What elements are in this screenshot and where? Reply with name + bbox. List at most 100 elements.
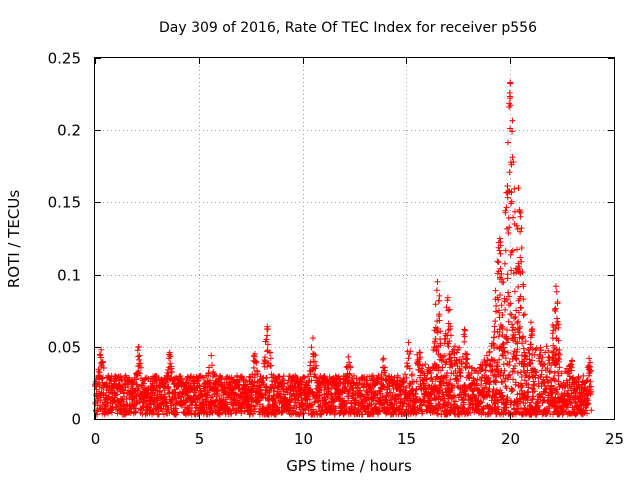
data-point [541,388,548,395]
data-point [486,348,493,355]
data-point [310,351,317,358]
data-point [478,399,485,406]
data-point [531,351,538,358]
data-point [518,225,525,232]
data-point [494,359,501,366]
data-point [432,301,439,308]
data-point [264,332,271,339]
data-point [551,306,558,313]
data-point [553,288,560,295]
data-point [313,362,320,369]
data-point [275,374,282,381]
data-point [497,239,504,245]
data-point [508,267,515,274]
data-point [122,384,129,391]
data-point [528,341,534,348]
data-point [584,410,591,417]
data-point [512,331,519,338]
data-point [483,352,490,359]
data-point [555,372,562,379]
data-point [515,185,522,191]
data-point [506,169,513,176]
data-point [512,314,519,320]
data-point [413,378,420,385]
data-point [496,314,503,321]
data-point [512,363,518,369]
data-point [568,357,575,364]
data-point [518,245,525,251]
data-point [403,384,410,391]
data-point [447,376,454,383]
data-point [511,315,518,322]
data-point [448,332,454,339]
data-point [502,375,509,382]
data-point [504,194,511,201]
data-point [461,333,468,340]
data-point [500,351,506,358]
data-point [140,403,147,410]
data-point [252,372,259,378]
data-point [447,323,454,330]
data-point [510,159,517,165]
data-point [531,381,538,388]
data-point [500,279,507,286]
data-point [137,364,144,371]
data-point [507,300,514,307]
data-point [167,353,174,360]
data-point [282,394,289,401]
data-point [554,300,561,307]
data-point [507,79,514,86]
data-point [195,377,202,384]
data-point [496,235,503,242]
data-point [412,390,419,397]
data-point [310,335,316,342]
data-point [229,406,236,413]
data-point [130,380,137,387]
data-point [514,320,521,326]
data-point [321,373,328,379]
data-point [439,364,446,371]
data-point [522,338,529,345]
data-point [486,381,493,388]
data-point [533,345,540,352]
data-point [134,347,141,354]
data-point [251,379,258,386]
data-point [349,376,356,382]
data-point [445,380,452,387]
data-point [500,372,507,378]
data-point [524,389,531,396]
data-point [496,307,502,314]
data-point [448,351,454,358]
data-point [509,154,516,161]
data-point [493,379,499,386]
data-point [447,410,454,416]
data-point [503,204,510,211]
data-point [379,356,386,363]
data-point [331,411,338,418]
data-point [455,377,462,384]
data-point [513,349,520,355]
data-point [377,390,384,397]
data-point [556,351,563,358]
data-point [222,404,229,411]
data-point [98,346,105,353]
y-tick-label: 0.25 [48,50,81,68]
data-point [196,382,203,389]
data-point [330,397,337,404]
data-point [169,368,175,375]
data-point [305,378,312,385]
data-point [542,349,549,356]
data-point [402,371,409,378]
data-point [486,403,493,410]
data-point [264,341,271,348]
data-point [515,283,522,290]
data-point [588,407,595,414]
data-point [490,334,497,341]
data-point [509,117,516,124]
data-point [498,270,505,277]
data-point [483,384,490,391]
data-point [368,401,375,408]
x-axis-label: GPS time / hours [286,457,412,475]
data-point [363,388,370,395]
